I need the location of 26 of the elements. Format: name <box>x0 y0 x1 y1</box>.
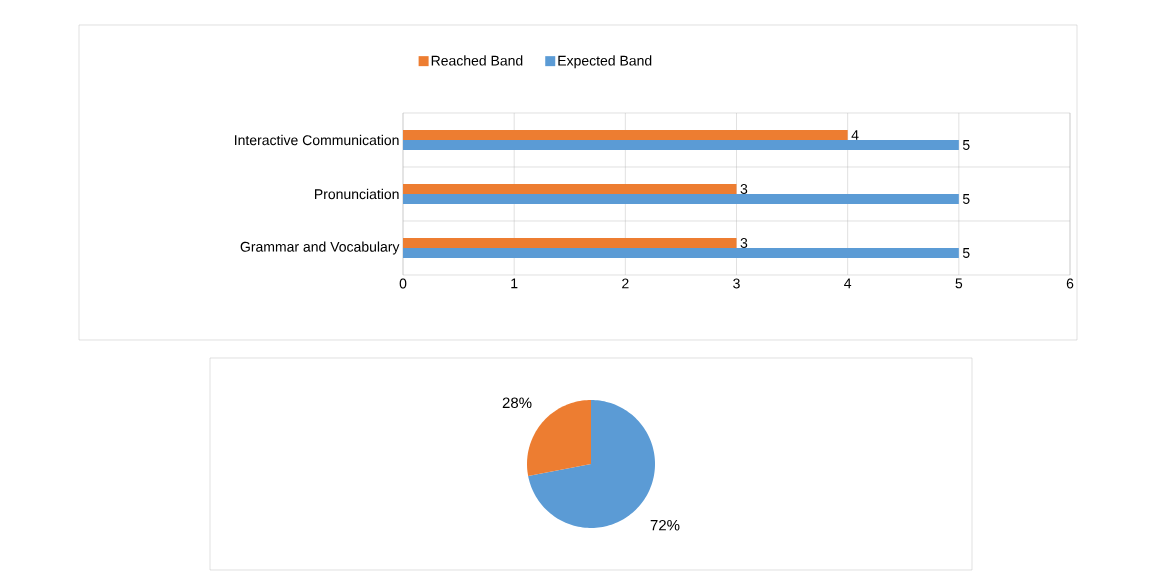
x-tick-label: 3 <box>733 278 740 289</box>
bar <box>403 129 848 140</box>
legend-label: Reached Band <box>431 55 523 66</box>
bar <box>403 183 737 194</box>
legend-label: Expected Band <box>558 55 652 69</box>
x-tick-label: 4 <box>844 278 852 289</box>
bar <box>403 247 959 258</box>
y-tick-label: Grammar and Vocabulary <box>240 241 400 255</box>
data-label: 4 <box>851 130 859 140</box>
x-tick-label: 0 <box>399 278 407 289</box>
data-label: 5 <box>962 248 970 258</box>
data-label: 5 <box>962 194 970 204</box>
x-tick-label: 5 <box>955 278 963 289</box>
data-label: 5 <box>962 140 970 150</box>
data-label: 3 <box>740 238 748 248</box>
bar <box>403 237 737 248</box>
data-label: 72% <box>650 519 680 531</box>
y-tick-label: Interactive Communication <box>235 134 399 146</box>
data-label: 28% <box>502 397 532 409</box>
bar <box>403 193 959 204</box>
bar <box>403 139 959 150</box>
y-tick-label: Pronunciation <box>315 188 399 200</box>
x-tick-label: 6 <box>1066 278 1074 289</box>
x-tick-label: 1 <box>511 278 518 289</box>
x-tick-label: 2 <box>622 278 629 289</box>
data-label: 3 <box>740 184 748 194</box>
